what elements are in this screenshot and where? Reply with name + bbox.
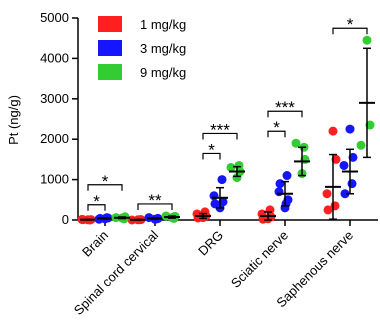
legend-swatch	[98, 16, 122, 32]
significance-label: **	[148, 191, 162, 210]
point	[217, 175, 227, 185]
y-tick-label: 4000	[40, 50, 69, 65]
x-tick-label: Sciatic nerve	[228, 228, 291, 291]
point	[234, 160, 244, 170]
legend-swatch	[98, 64, 122, 80]
point	[345, 124, 355, 134]
point	[328, 126, 338, 136]
x-tick-label: Brain	[79, 228, 111, 260]
significance-label: *	[208, 140, 215, 159]
point	[339, 160, 349, 170]
point	[226, 162, 236, 172]
significance-label: ***	[275, 98, 295, 117]
significance-bracket	[87, 204, 106, 211]
point	[323, 205, 333, 215]
significance-bracket	[87, 184, 123, 191]
significance-bracket	[332, 27, 368, 35]
legend-label: 1 mg/kg	[140, 17, 186, 32]
legend-label: 9 mg/kg	[140, 65, 186, 80]
point	[322, 189, 332, 199]
y-tick-label: 3000	[40, 91, 69, 106]
significance-bracket	[202, 132, 238, 140]
point	[209, 191, 219, 201]
point	[291, 138, 301, 148]
significance-label: ***	[210, 120, 230, 139]
point	[282, 171, 292, 181]
significance-bracket	[202, 152, 221, 160]
significance-label: *	[347, 15, 354, 34]
y-tick-label: 5000	[40, 10, 69, 25]
significance-bracket	[267, 130, 286, 138]
y-tick-label: 0	[62, 212, 69, 227]
significance-bracket	[137, 203, 173, 210]
point	[265, 205, 275, 215]
point	[347, 179, 357, 189]
legend-swatch	[98, 40, 122, 56]
point	[210, 199, 220, 209]
x-tick-label: Spinal cord cervical	[71, 227, 161, 317]
point	[340, 189, 350, 199]
point	[281, 199, 291, 209]
y-tick-label: 2000	[40, 131, 69, 146]
legend-label: 3 mg/kg	[140, 41, 186, 56]
x-tick-label: DRG	[195, 228, 226, 259]
significance-label: *	[273, 118, 280, 137]
significance-label: *	[93, 192, 100, 211]
point	[362, 35, 372, 45]
point	[275, 179, 285, 189]
significance-label: *	[102, 172, 109, 191]
point	[356, 140, 366, 150]
y-axis-title: Pt (ng/g)	[6, 95, 21, 145]
y-tick-label: 1000	[40, 172, 69, 187]
point	[274, 187, 284, 197]
significance-bracket	[267, 110, 303, 118]
